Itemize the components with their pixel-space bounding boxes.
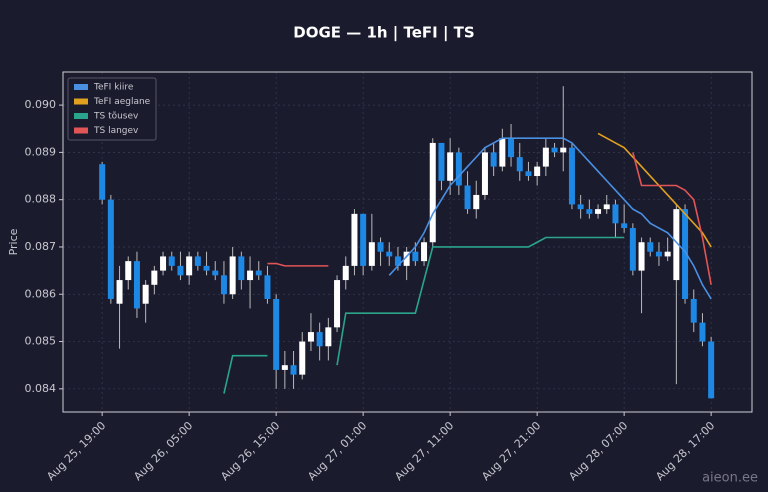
candle-body [238, 256, 245, 281]
y-tick-label: 0.085 [25, 335, 57, 348]
candle-body [412, 251, 419, 262]
legend-swatch [74, 84, 88, 90]
candle-body [168, 256, 175, 266]
y-axis-label: Price [7, 228, 20, 255]
candle-body [690, 298, 697, 323]
candle-body [568, 147, 575, 205]
indicator-line [388, 137, 712, 300]
candle-body [699, 322, 706, 342]
candle-body [247, 270, 254, 281]
candle-body [107, 199, 114, 299]
candle-body [186, 256, 193, 276]
plot-frame [62, 71, 753, 413]
candle-body [394, 256, 401, 266]
candle-body [508, 138, 515, 158]
candle-body [203, 265, 210, 271]
candle-body [151, 270, 158, 285]
legend-label: TS langev [93, 126, 139, 136]
candle-body [403, 251, 410, 266]
candle-body [220, 275, 227, 295]
candle-body [542, 147, 549, 167]
y-tick-label: 0.089 [25, 145, 57, 158]
candle-body [386, 251, 393, 257]
candle-body [595, 209, 602, 214]
candle-body [307, 332, 314, 342]
legend-label: TeFI kiire [93, 83, 134, 93]
candle-body [281, 365, 288, 370]
legend-swatch [74, 98, 88, 105]
candle-body [160, 256, 167, 271]
candle-body [490, 152, 497, 167]
candle-body [612, 204, 619, 224]
candle-body [142, 284, 149, 304]
legend-box [67, 77, 157, 141]
candle-body [621, 223, 628, 229]
candle-body [447, 152, 454, 181]
indicator-line [223, 236, 625, 394]
candle-body [377, 242, 384, 252]
legend-swatch [74, 127, 88, 134]
legend-label: TS tõusev [93, 112, 139, 122]
y-tick-label: 0.088 [25, 193, 57, 206]
chart-title: DOGE — 1h | TeFI | TS [293, 24, 474, 43]
candle-body [325, 327, 332, 347]
candle-body [586, 209, 593, 214]
candle-body [438, 142, 445, 181]
candle-body [560, 147, 567, 153]
candle-body [316, 332, 323, 347]
candle-body [229, 256, 236, 295]
candle-body [534, 166, 541, 177]
candle-body [212, 270, 219, 276]
candle-body [655, 251, 662, 257]
candle-body [481, 152, 488, 195]
candle-body [273, 298, 280, 370]
legend-label: TeFI aeglane [93, 97, 151, 107]
candle-body [577, 204, 584, 210]
candle-body [525, 171, 532, 177]
y-tick-label: 0.086 [25, 287, 57, 300]
watermark: aieon.ee [702, 471, 758, 486]
indicator-line [267, 152, 712, 285]
candle-body [647, 242, 654, 252]
candle-body [125, 261, 132, 281]
candle-body [264, 275, 271, 299]
candle-body [464, 185, 471, 210]
candle-body [708, 341, 715, 399]
candle-body [682, 209, 689, 299]
candle-body [194, 256, 201, 266]
candle-body [551, 147, 558, 153]
candle-body [516, 157, 523, 172]
candle-body [664, 251, 671, 257]
candle-body [342, 265, 349, 281]
candle-body [673, 209, 680, 281]
legend-swatch [74, 113, 88, 119]
candle-body [603, 204, 610, 210]
candle-body [116, 280, 123, 304]
y-tick-label: 0.090 [25, 98, 57, 111]
indicator-line [597, 132, 712, 248]
candle-body [638, 242, 645, 271]
candle-body [99, 164, 106, 200]
candle-body [360, 213, 367, 266]
candle-body [133, 261, 140, 309]
candle-body [429, 142, 436, 243]
candle-body [629, 228, 636, 271]
candle-body [351, 213, 358, 266]
candle-body [255, 270, 262, 276]
candle-body [473, 194, 480, 210]
y-tick-label: 0.087 [25, 240, 57, 253]
candle-body [177, 265, 184, 276]
candle-body [299, 341, 306, 375]
candle-body [499, 138, 506, 167]
candle-body [334, 280, 341, 328]
candle-body [455, 152, 462, 186]
y-tick-label: 0.084 [25, 382, 57, 395]
candle-body [421, 242, 428, 262]
candle-body [290, 365, 297, 375]
candle-body [368, 242, 375, 266]
